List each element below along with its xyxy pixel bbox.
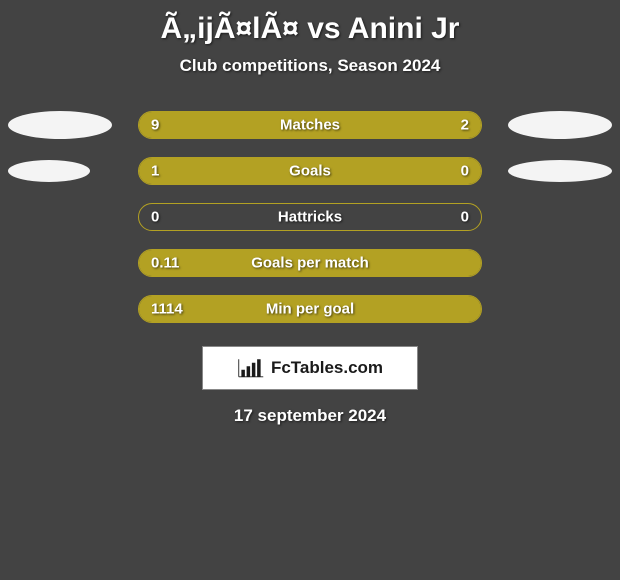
left-value: 1	[151, 163, 159, 180]
stat-label: Goals	[289, 163, 331, 180]
left-value: 0	[151, 209, 159, 226]
right-value: 0	[461, 209, 469, 226]
bar-chart-icon	[237, 357, 265, 379]
comparison-rows: 9 Matches 2 1 Goals 0 0 Hattricks 0 0.11 Goals per…	[0, 102, 620, 332]
stat-bar: 0.11 Goals per match	[138, 249, 482, 277]
fctables-logo[interactable]: FcTables.com	[202, 346, 418, 390]
bar-fill-left	[139, 112, 399, 138]
subtitle: Club competitions, Season 2024	[0, 56, 620, 76]
stat-bar: 1114 Min per goal	[138, 295, 482, 323]
stat-label: Goals per match	[251, 255, 369, 272]
stat-row: 0 Hattricks 0	[0, 194, 620, 240]
right-value: 0	[461, 163, 469, 180]
left-value: 9	[151, 117, 159, 134]
logo-text: FcTables.com	[271, 358, 383, 378]
left-value: 1114	[151, 301, 183, 318]
stat-label: Min per goal	[266, 301, 354, 318]
left-player-oval	[8, 160, 90, 182]
right-player-oval	[508, 111, 612, 139]
stat-row: 9 Matches 2	[0, 102, 620, 148]
date-text: 17 september 2024	[0, 406, 620, 426]
left-value: 0.11	[151, 255, 179, 272]
stat-bar: 1 Goals 0	[138, 157, 482, 185]
right-value: 2	[461, 117, 469, 134]
stat-row: 0.11 Goals per match	[0, 240, 620, 286]
left-player-oval	[8, 111, 112, 139]
stat-label: Matches	[280, 117, 340, 134]
right-player-oval	[508, 160, 612, 182]
stat-row: 1 Goals 0	[0, 148, 620, 194]
stat-bar: 9 Matches 2	[138, 111, 482, 139]
stat-label: Hattricks	[278, 209, 342, 226]
stat-bar: 0 Hattricks 0	[138, 203, 482, 231]
main-panel: Ã„ijÃ¤lÃ¤ vs Anini Jr Club competitions,…	[0, 0, 620, 426]
stat-row: 1114 Min per goal	[0, 286, 620, 332]
page-title: Ã„ijÃ¤lÃ¤ vs Anini Jr	[0, 12, 620, 46]
